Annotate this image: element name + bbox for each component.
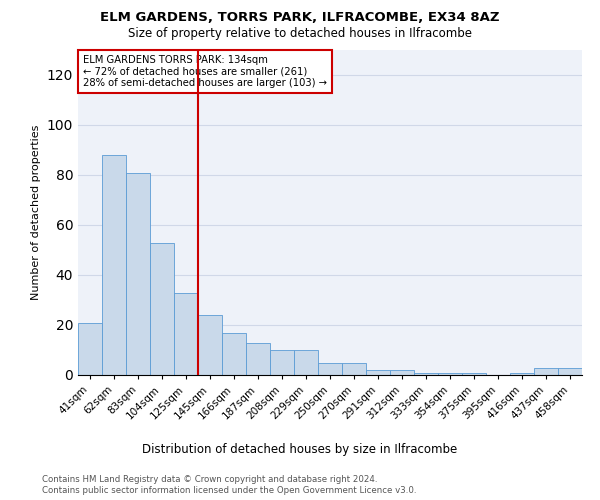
Bar xyxy=(126,172,150,375)
Bar xyxy=(78,322,102,375)
Bar xyxy=(342,362,366,375)
Bar xyxy=(390,370,414,375)
Bar xyxy=(198,315,222,375)
Bar xyxy=(534,368,558,375)
Bar xyxy=(438,372,462,375)
Bar xyxy=(174,292,198,375)
Bar xyxy=(150,242,174,375)
Bar xyxy=(510,372,534,375)
Bar xyxy=(102,155,126,375)
Text: Distribution of detached houses by size in Ilfracombe: Distribution of detached houses by size … xyxy=(142,442,458,456)
Y-axis label: Number of detached properties: Number of detached properties xyxy=(31,125,41,300)
Bar xyxy=(558,368,582,375)
Text: Size of property relative to detached houses in Ilfracombe: Size of property relative to detached ho… xyxy=(128,28,472,40)
Text: ELM GARDENS, TORRS PARK, ILFRACOMBE, EX34 8AZ: ELM GARDENS, TORRS PARK, ILFRACOMBE, EX3… xyxy=(100,11,500,24)
Bar xyxy=(462,372,486,375)
Bar xyxy=(222,332,246,375)
Bar xyxy=(246,342,270,375)
Text: Contains public sector information licensed under the Open Government Licence v3: Contains public sector information licen… xyxy=(42,486,416,495)
Bar xyxy=(414,372,438,375)
Bar xyxy=(318,362,342,375)
Text: Contains HM Land Registry data © Crown copyright and database right 2024.: Contains HM Land Registry data © Crown c… xyxy=(42,475,377,484)
Bar xyxy=(294,350,318,375)
Bar xyxy=(270,350,294,375)
Text: ELM GARDENS TORRS PARK: 134sqm
← 72% of detached houses are smaller (261)
28% of: ELM GARDENS TORRS PARK: 134sqm ← 72% of … xyxy=(83,55,327,88)
Bar xyxy=(366,370,390,375)
